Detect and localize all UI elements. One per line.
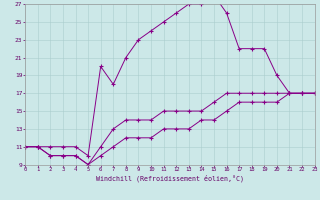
X-axis label: Windchill (Refroidissement éolien,°C): Windchill (Refroidissement éolien,°C) <box>96 174 244 182</box>
